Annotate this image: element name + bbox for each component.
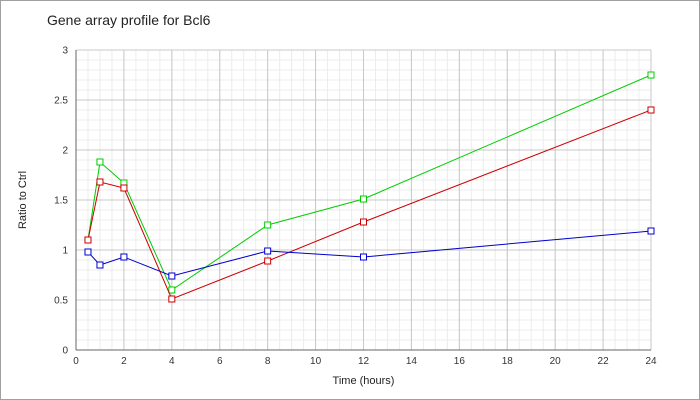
y-tick-label: 0.5 bbox=[54, 296, 68, 307]
data-point-marker bbox=[168, 272, 176, 280]
axes bbox=[75, 50, 651, 351]
series-layer bbox=[84, 71, 655, 303]
data-point-marker bbox=[264, 221, 272, 229]
x-tick-label: 4 bbox=[169, 356, 175, 367]
data-point-marker bbox=[120, 253, 128, 261]
y-tick-label: 3 bbox=[62, 46, 68, 57]
x-tick-label: 18 bbox=[502, 356, 514, 367]
data-point-marker bbox=[96, 261, 104, 269]
data-point-marker bbox=[360, 253, 367, 261]
data-point-marker bbox=[264, 247, 272, 255]
chart-title: Gene array profile for Bcl6 bbox=[47, 12, 211, 28]
data-point-marker bbox=[360, 195, 367, 203]
x-tick-label: 14 bbox=[406, 356, 418, 367]
data-point-marker bbox=[360, 218, 367, 226]
data-point-marker bbox=[647, 227, 655, 235]
x-tick-label: 2 bbox=[121, 356, 127, 367]
y-tick-label: 2 bbox=[62, 146, 68, 157]
y-tick-label: 1 bbox=[62, 246, 68, 257]
y-axis-label: Ratio to Ctrl bbox=[17, 171, 29, 229]
data-point-marker bbox=[168, 295, 176, 303]
y-tick-label: 0 bbox=[62, 346, 68, 357]
x-tick-label: 12 bbox=[358, 356, 370, 367]
data-point-marker bbox=[96, 158, 104, 166]
x-tick-label: 20 bbox=[550, 356, 562, 367]
data-point-marker bbox=[84, 248, 92, 256]
x-tick-label: 22 bbox=[598, 356, 610, 367]
data-point-marker bbox=[96, 178, 104, 186]
x-tick-label: 0 bbox=[73, 356, 79, 367]
x-tick-label: 24 bbox=[645, 356, 657, 367]
data-point-marker bbox=[120, 184, 128, 192]
data-point-marker bbox=[168, 286, 176, 294]
x-tick-label: 8 bbox=[265, 356, 271, 367]
x-tick-label: 10 bbox=[310, 356, 322, 367]
x-tick-label: 6 bbox=[217, 356, 223, 367]
data-point-marker bbox=[647, 71, 655, 79]
series-3 bbox=[84, 227, 655, 280]
data-point-marker bbox=[84, 236, 92, 244]
y-tick-label: 2.5 bbox=[54, 96, 68, 107]
series-2 bbox=[84, 106, 655, 303]
x-tick-label: 16 bbox=[454, 356, 466, 367]
y-tick-label: 1.5 bbox=[54, 196, 68, 207]
data-point-marker bbox=[264, 257, 272, 265]
data-point-marker bbox=[647, 106, 655, 114]
x-axis-label: Time (hours) bbox=[333, 375, 395, 387]
